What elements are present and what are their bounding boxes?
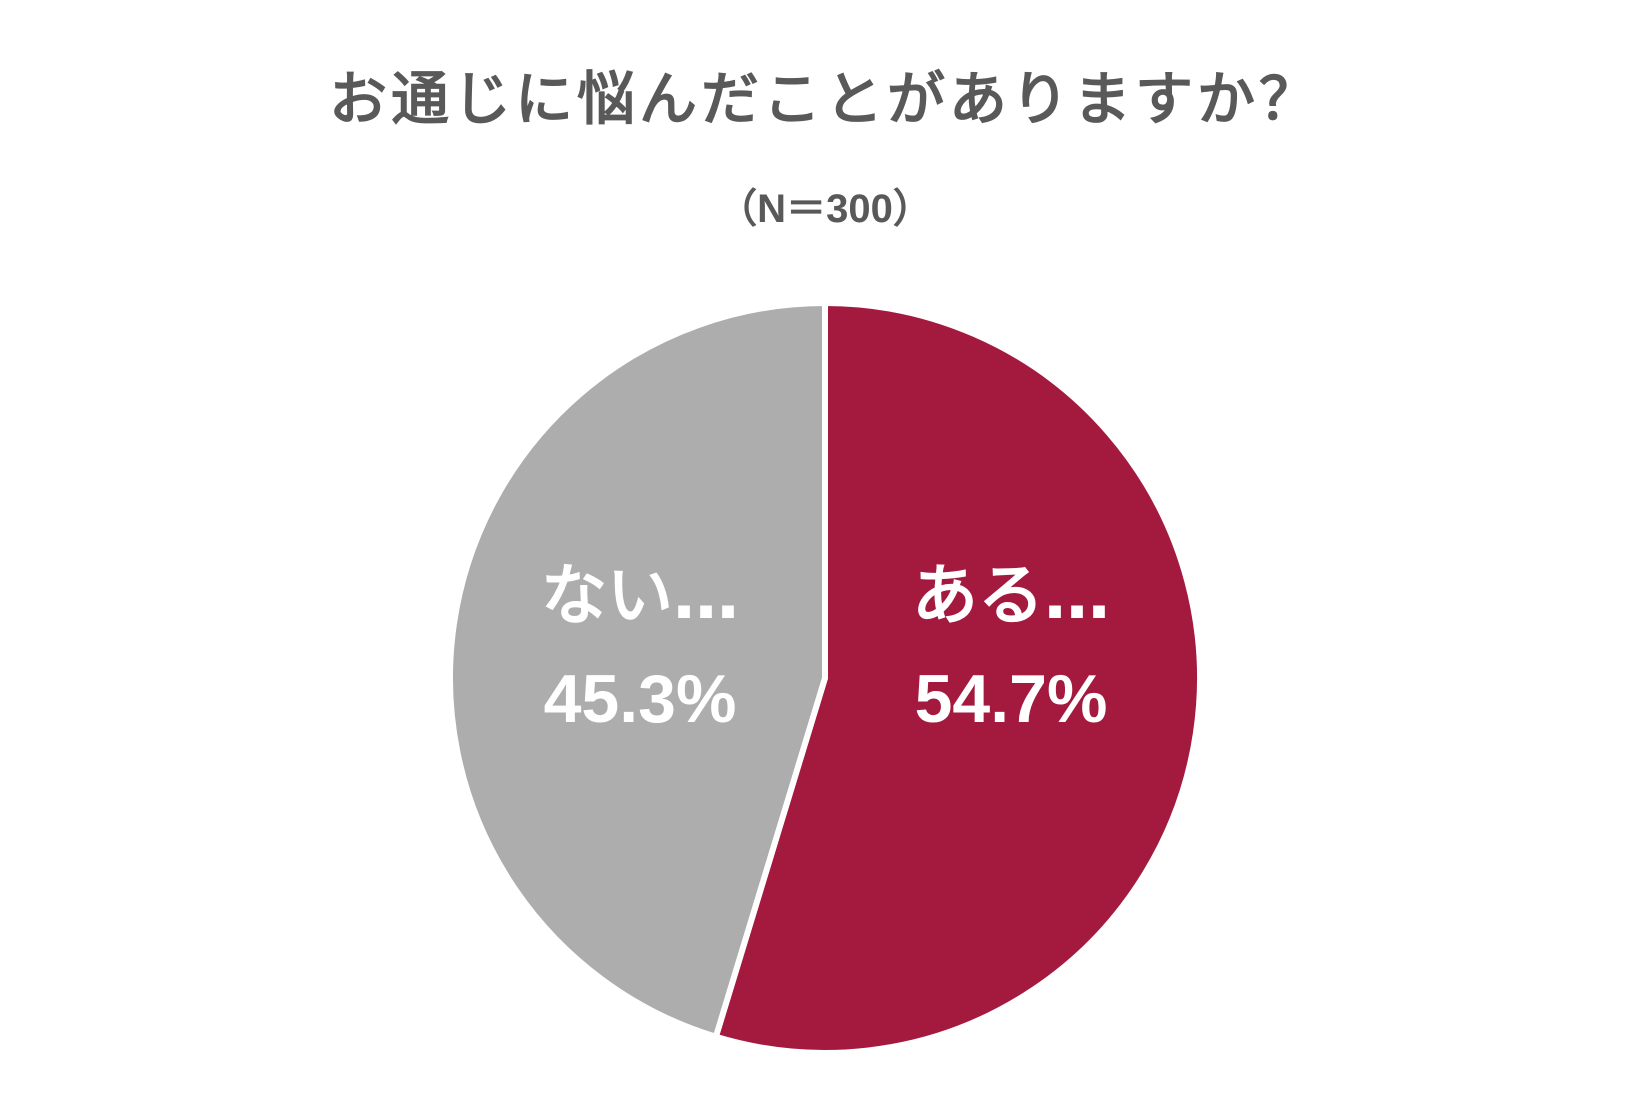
slice-label-1: ある… bbox=[912, 557, 1110, 634]
chart-subtitle: （N＝300） bbox=[717, 187, 933, 231]
pie-slice-2 bbox=[446, 300, 828, 1040]
slice-value-2: 45.3% bbox=[544, 661, 737, 737]
slice-value-1: 54.7% bbox=[915, 661, 1108, 737]
chart-title: お通じに悩んだことがありますか？ bbox=[328, 65, 1321, 133]
slice-label-2: ない… bbox=[541, 557, 739, 634]
pie-labels: ある… 54.7% ない… 45.3% bbox=[541, 557, 1110, 737]
pie-slice-1 bbox=[712, 300, 1203, 1056]
pie-slices bbox=[446, 300, 1203, 1056]
